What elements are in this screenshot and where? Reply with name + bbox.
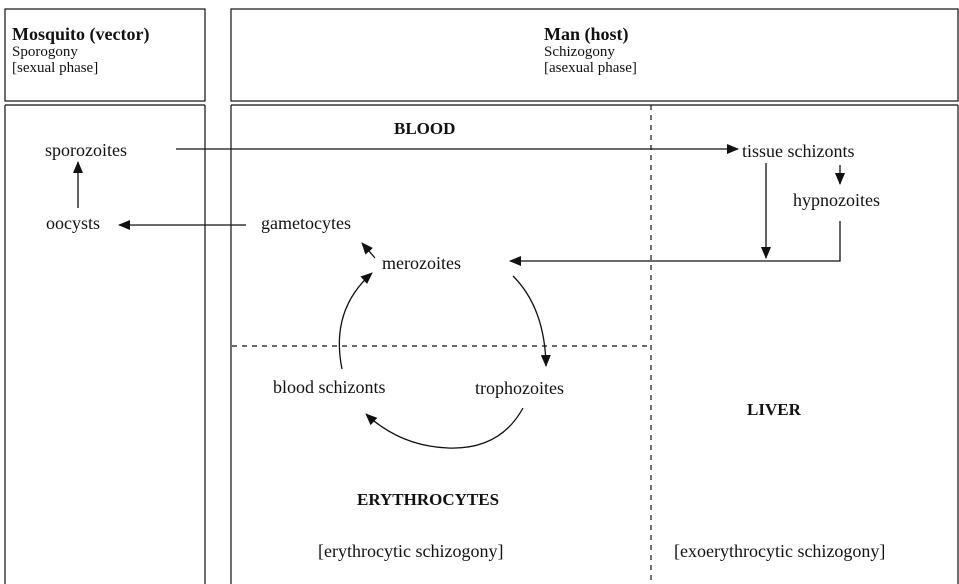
man-header: Man (host) Schizogony [asexual phase] [544,24,637,76]
man-phase: [asexual phase] [544,60,637,76]
region-liver: LIVER [747,400,801,419]
stage-blood-schizonts: blood schizonts [273,377,386,397]
mosquito-process: Sporogony [12,44,78,60]
stage-sporozoites: sporozoites [45,140,127,160]
stage-tissue-schizonts: tissue schizonts [742,141,855,161]
stage-oocysts: oocysts [46,213,100,233]
stage-trophozoites: trophozoites [475,378,564,398]
mosquito-title: Mosquito (vector) [12,24,150,44]
man-title: Man (host) [544,24,629,44]
stage-hypnozoites: hypnozoites [793,190,880,210]
arrow-trophozoites-to-blood-schizonts [365,407,524,449]
stage-merozoites: merozoites [382,253,461,273]
note-erythrocytic: [erythrocytic schizogony] [318,541,504,561]
arrow-merozoites-to-trophozoites [512,275,551,367]
mosquito-header-box [4,8,206,102]
mosquito-header: Mosquito (vector) Sporogony [sexual phas… [12,24,149,76]
man-header-box [230,8,959,102]
mosquito-phase: [sexual phase] [12,60,99,76]
man-process: Schizogony [544,44,615,60]
note-exoerythrocytic: [exoerythrocytic schizogony] [674,541,886,561]
arrow-hypnozoites-to-merozoites [509,221,841,266]
stage-gametocytes: gametocytes [261,213,351,233]
region-erythrocytes: ERYTHROCYTES [357,490,500,509]
region-blood: BLOOD [394,119,456,138]
arrow-blood-schizonts-to-merozoites [338,272,373,370]
arrow-merozoites-to-gametocytes [361,242,376,259]
